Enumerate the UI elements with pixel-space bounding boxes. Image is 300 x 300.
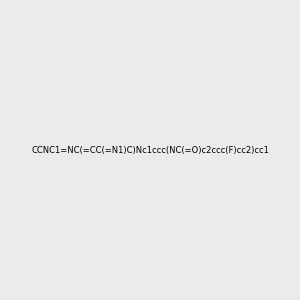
Text: CCNC1=NC(=CC(=N1)C)Nc1ccc(NC(=O)c2ccc(F)cc2)cc1: CCNC1=NC(=CC(=N1)C)Nc1ccc(NC(=O)c2ccc(F)… — [31, 146, 269, 154]
